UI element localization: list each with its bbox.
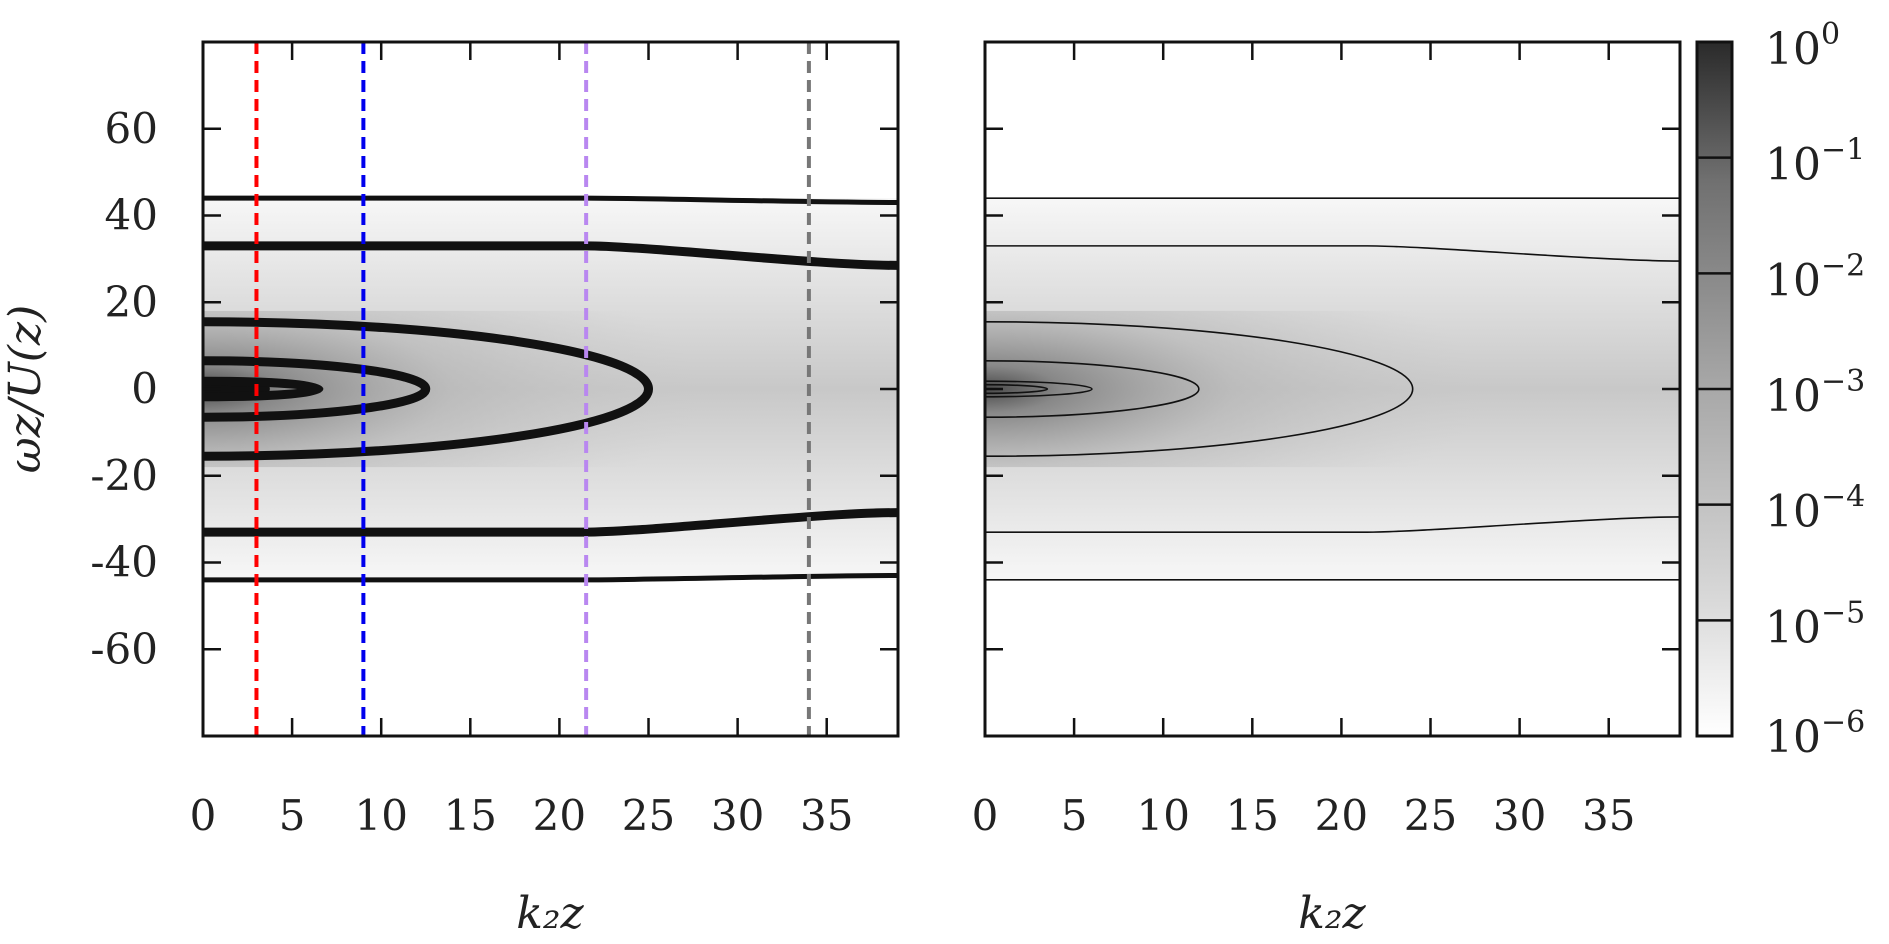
contour-2 [202, 356, 431, 422]
xtick-label: 25 [622, 791, 675, 840]
colorbar-tick-exponent: −5 [1821, 595, 1865, 630]
contours-left [202, 195, 899, 583]
xtick-label: 5 [279, 791, 306, 840]
xtick-label: 10 [354, 791, 407, 840]
xtick-label: 10 [1136, 791, 1189, 840]
xtick-label: 30 [711, 791, 764, 840]
xlabel-left: k₂z [516, 888, 584, 939]
colorbar-tick-label: 10−1 [1765, 133, 1865, 191]
contour-5 [985, 197, 1680, 581]
xtick-label: 25 [1404, 791, 1457, 840]
ytick-label: 20 [105, 277, 158, 326]
colorbar-tick-label: 10−5 [1765, 595, 1865, 653]
contour-5 [203, 195, 899, 583]
colorbar-tick-label: 10−6 [1765, 705, 1865, 763]
xlabel-right: k₂z [1298, 888, 1366, 939]
xtick-label: 20 [533, 791, 586, 840]
xtick-label: 35 [1582, 791, 1635, 840]
ytick-label: 0 [131, 364, 158, 413]
colorbar-tick-exponent: 0 [1821, 17, 1840, 52]
ytick-label: -20 [90, 451, 158, 500]
colorbar-tick-exponent: −1 [1821, 133, 1865, 168]
xtick-label: 35 [800, 791, 853, 840]
vlines-left [254, 42, 811, 736]
xtick-label: 15 [1226, 791, 1279, 840]
contour-0 [984, 383, 1049, 395]
colorbar-tick-exponent: −4 [1821, 480, 1865, 515]
colorbar-ticks: 100 10−1 10−2 10−3 10−4 10−5 10−6 [1697, 17, 1865, 763]
contour-3 [984, 320, 1414, 458]
contour-3 [202, 317, 654, 461]
xtick-label: 15 [444, 791, 497, 840]
colorbar-tick-label: 10−4 [1765, 480, 1865, 538]
xtick-label: 0 [972, 791, 999, 840]
heatmap-band-right [985, 198, 1680, 580]
colorbar-tick-exponent: −2 [1821, 248, 1865, 283]
ytick-label: -40 [90, 538, 158, 587]
colorbar-tick-exponent: −3 [1821, 364, 1865, 399]
ytick-label: 60 [105, 104, 158, 153]
yticks-left: -60 -40 -20 0 20 40 60 [90, 104, 898, 673]
colorbar-tick-label: 10−3 [1765, 364, 1865, 422]
colorbar-tick-label: 100 [1765, 17, 1840, 75]
xticks-right: 0 5 10 15 20 25 30 35 [972, 42, 1635, 840]
contour-1 [984, 380, 1093, 398]
contour-4 [985, 245, 1681, 533]
ytick-label: -60 [90, 624, 158, 673]
xticks-left: 0 5 10 15 20 25 30 35 [190, 42, 853, 840]
contour-4 [203, 241, 899, 537]
xtick-label: 20 [1315, 791, 1368, 840]
colorbar: 100 10−1 10−2 10−3 10−4 10−5 10−6 [1695, 17, 1865, 763]
contours-right [984, 197, 1681, 581]
ytick-label: 40 [105, 191, 158, 240]
yticks-right [985, 127, 1680, 651]
colorbar-frame [1695, 40, 1734, 738]
band-core [985, 310, 1484, 468]
panel-right: 0 5 10 15 20 25 30 35 k₂z [972, 40, 1682, 939]
contour-2 [984, 360, 1200, 418]
colorbar-tick-exponent: −6 [1821, 705, 1865, 740]
xtick-label: 0 [190, 791, 217, 840]
colorbar-tick-label: 10−2 [1765, 248, 1865, 306]
xtick-label: 5 [1061, 791, 1088, 840]
xtick-label: 30 [1493, 791, 1546, 840]
ylabel-left: ωz/U(z) [0, 305, 51, 473]
panel-left: 0 5 10 15 20 25 30 35 -60 -40 -20 0 20 40 60 k₂z ωz/U… [0, 40, 900, 939]
